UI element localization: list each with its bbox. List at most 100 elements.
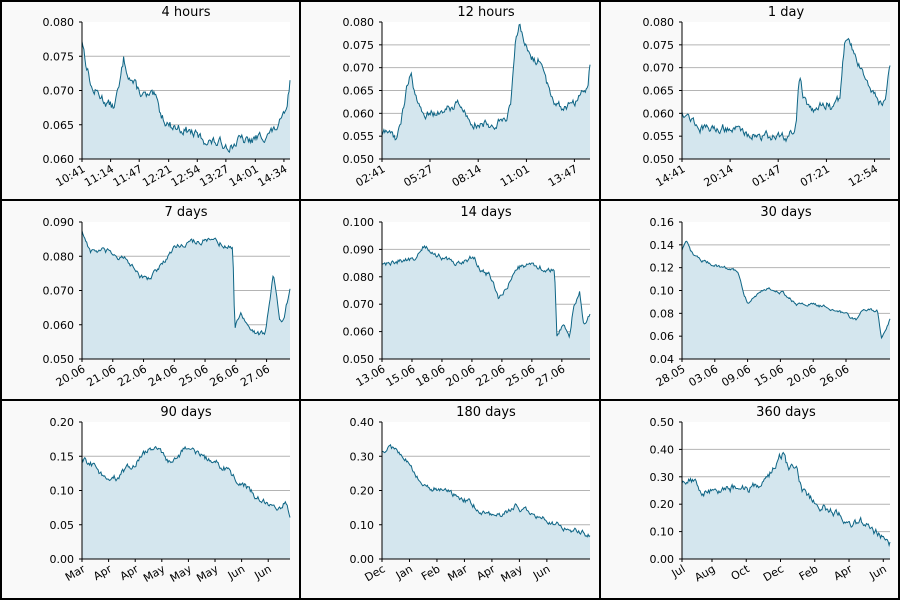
y-tick-label: 0.08 xyxy=(650,307,675,320)
y-tick-label: 0.100 xyxy=(343,216,375,229)
x-tick-label: 05:27 xyxy=(402,162,436,189)
series-area xyxy=(682,38,890,159)
y-tick-label: 0.10 xyxy=(50,485,75,498)
x-tick-label: 27.06 xyxy=(534,362,568,389)
y-tick-label: 0.070 xyxy=(343,298,375,311)
y-tick-label: 0.40 xyxy=(650,443,675,456)
series-line xyxy=(381,244,591,339)
chart-svg: 4 hours0.0600.0650.0700.0750.08010:4111:… xyxy=(43,5,291,189)
x-tick-label: 13.06 xyxy=(354,362,388,389)
x-tick-label: 10:41 xyxy=(54,162,88,189)
x-tick-label: Jun xyxy=(225,562,247,582)
x-tick-label: 15.06 xyxy=(752,362,786,389)
x-tick-label: Jan xyxy=(393,562,415,582)
y-tick-label: 0.30 xyxy=(650,471,675,484)
y-tick-label: 0.065 xyxy=(643,85,675,98)
chart-panel: 30 days 0.04 0.06 0.08 0.10 0.12 0.14 0.16 28.05… xyxy=(600,200,900,400)
y-tick-label: 0.12 xyxy=(650,262,675,275)
x-tick-label: Apr xyxy=(832,562,855,583)
y-tick-label: 0.050 xyxy=(343,353,375,366)
x-tick-label: 12:21 xyxy=(140,162,174,189)
x-tick-label: 28.05 xyxy=(654,362,688,389)
series-area xyxy=(682,452,890,559)
y-tick-label: 0.50 xyxy=(650,416,675,429)
x-tick-label: Jun xyxy=(867,562,889,582)
x-tick-label: 27.06 xyxy=(238,362,272,389)
y-tick-label: 0.060 xyxy=(343,326,375,339)
x-tick-label: 20.06 xyxy=(444,362,478,389)
x-tick-label: May xyxy=(499,562,526,585)
y-tick-label: 0.090 xyxy=(343,243,375,256)
series-area xyxy=(382,24,590,160)
y-tick-label: 0.00 xyxy=(50,553,75,566)
y-tick-label: 0.080 xyxy=(43,16,75,29)
x-tick-label: 22.06 xyxy=(115,362,149,389)
series-line xyxy=(81,41,291,153)
y-tick-label: 0.080 xyxy=(343,16,375,29)
x-tick-label: 01:47 xyxy=(750,162,784,189)
y-tick-label: 0.070 xyxy=(43,85,75,98)
series-line xyxy=(681,240,891,340)
x-tick-label: Oct xyxy=(729,562,753,583)
series-line xyxy=(381,23,591,141)
y-tick-label: 0.060 xyxy=(643,107,675,120)
x-tick-label: Jun xyxy=(251,562,273,582)
x-tick-label: 20:14 xyxy=(702,162,736,189)
x-tick-label: Apr xyxy=(474,562,497,583)
panel-border xyxy=(0,598,900,600)
y-tick-label: 0.055 xyxy=(343,130,375,143)
y-tick-label: 0.00 xyxy=(650,553,675,566)
chart-panel: 4 hours 0.060 0.065 0.070 0.075 0.080 10:41 11:… xyxy=(0,0,300,200)
y-tick-label: 0.06 xyxy=(650,330,675,343)
x-tick-label: 26.06 xyxy=(208,362,242,389)
y-tick-label: 0.070 xyxy=(343,62,375,75)
series-line xyxy=(381,443,591,538)
x-tick-label: Feb xyxy=(419,562,442,583)
x-tick-label: 13:47 xyxy=(546,162,580,189)
chart-panel: 360 days 0.00 0.10 0.20 0.30 0.40 0.50 Jul Aug Oc… xyxy=(600,400,900,600)
x-tick-label: 07:21 xyxy=(798,162,832,189)
y-tick-label: 0.10 xyxy=(350,519,375,532)
chart-title: 4 hours xyxy=(162,5,211,20)
x-tick-label: 14:34 xyxy=(255,162,289,189)
panel-border xyxy=(0,0,900,2)
x-tick-label: 21.06 xyxy=(84,362,118,389)
y-tick-label: 0.080 xyxy=(643,16,675,29)
y-tick-label: 0.055 xyxy=(643,130,675,143)
x-tick-label: 25.06 xyxy=(504,362,538,389)
y-tick-label: 0.05 xyxy=(50,519,75,532)
y-tick-label: 0.050 xyxy=(643,153,675,166)
y-tick-label: 0.20 xyxy=(50,416,75,429)
x-tick-label: 11:47 xyxy=(111,162,145,189)
x-tick-label: 14:01 xyxy=(227,162,261,189)
chart-svg: 14 days 0.050 0.060 0.070 0.080 0.090 0.100 13.… xyxy=(343,205,591,389)
chart-title: 180 days xyxy=(456,405,516,420)
chart-title: 90 days xyxy=(160,405,212,420)
y-tick-label: 0.075 xyxy=(643,39,675,52)
y-tick-label: 0.10 xyxy=(650,285,675,298)
x-tick-label: Aug xyxy=(692,562,717,584)
y-tick-label: 0.16 xyxy=(650,216,675,229)
y-tick-label: 0.090 xyxy=(43,216,75,229)
panel-border xyxy=(0,399,900,401)
series-area xyxy=(82,41,290,159)
y-tick-label: 0.14 xyxy=(650,239,675,252)
chart-title: 14 days xyxy=(460,205,512,220)
x-tick-label: Feb xyxy=(797,562,820,583)
chart-title: 1 day xyxy=(768,5,805,20)
y-tick-label: 0.00 xyxy=(350,553,375,566)
x-tick-label: Dec xyxy=(761,562,786,584)
x-tick-label: 26.06 xyxy=(818,362,852,389)
y-tick-label: 0.070 xyxy=(643,62,675,75)
x-tick-label: 11:14 xyxy=(82,162,116,189)
chart-title: 7 days xyxy=(164,205,207,220)
x-tick-label: 09.06 xyxy=(719,362,753,389)
chart-svg: 7 days 0.050 0.060 0.070 0.080 0.090 20.0621.0… xyxy=(43,205,291,389)
y-tick-label: 0.04 xyxy=(650,353,675,366)
x-tick-label: Apr xyxy=(118,562,141,583)
chart-panel: 14 days 0.050 0.060 0.070 0.080 0.090 0.100 13.… xyxy=(300,200,600,400)
x-tick-label: 18.06 xyxy=(414,362,448,389)
y-tick-label: 0.070 xyxy=(43,285,75,298)
y-tick-label: 0.075 xyxy=(43,50,75,63)
